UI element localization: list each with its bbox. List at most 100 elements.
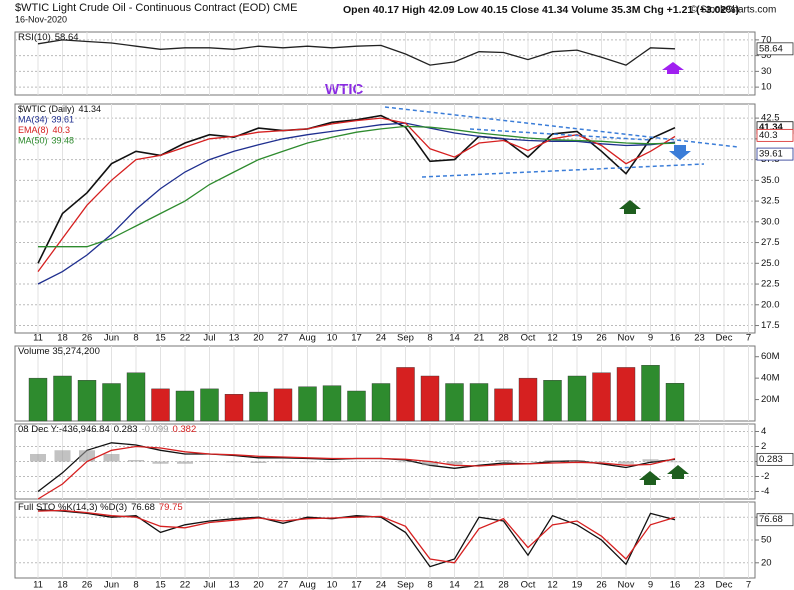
x-tick-label: 23 [694, 333, 705, 344]
x-tick-label: 26 [596, 580, 607, 590]
volume-bar [469, 383, 489, 422]
value-box-label: 41.34 [759, 122, 783, 133]
panel-frame [14, 31, 756, 96]
y-tick-label: 22.5 [761, 279, 780, 290]
histogram-bar [152, 461, 169, 464]
x-tick-label: 21 [474, 580, 485, 590]
x-tick-label: 11 [33, 333, 43, 344]
legend-entry: MA(50) 39.48 [18, 136, 74, 146]
legend-entry: EMA(8) 40.3 [18, 125, 70, 135]
trendline [421, 163, 705, 178]
panel-frame [14, 103, 756, 334]
volume-bar [249, 391, 268, 422]
volume-bar [322, 385, 342, 422]
histogram-bar [103, 454, 120, 462]
value-box-label: 40.3 [759, 130, 778, 141]
y-tick-label: 10 [761, 82, 772, 93]
arrow [667, 465, 689, 479]
legend-name: MA(34) [18, 115, 48, 125]
histogram-bar [275, 461, 291, 463]
legend-entry: $WTIC (Daily) 41.34 [18, 104, 101, 114]
histogram-bar [642, 459, 659, 462]
series-line [37, 445, 676, 500]
panel-value: -0.099 [142, 424, 169, 435]
panel-value: 76.68 [131, 502, 155, 513]
volume-bar [347, 390, 366, 422]
series-line [37, 114, 676, 264]
volume-bar [371, 383, 391, 422]
y-tick-label: 50 [761, 50, 772, 61]
volume-bar [543, 380, 562, 422]
value-box [756, 513, 794, 527]
x-tick-label: Oct [521, 580, 536, 590]
histogram-bar [569, 460, 585, 462]
x-tick-label: 9 [648, 580, 653, 590]
x-tick-label: Aug [299, 580, 316, 590]
date: 16-Nov-2020 [15, 14, 67, 24]
volume-bar [665, 383, 685, 422]
y-tick-label: 42.5 [761, 113, 780, 124]
y-tick-label: 27.5 [761, 237, 780, 248]
histogram-bar [250, 461, 267, 463]
y-tick-label: 20 [761, 557, 772, 568]
x-tick-label: 14 [449, 580, 460, 590]
y-tick-label: 20M [761, 394, 780, 405]
volume-bar [518, 377, 538, 422]
x-tick-label: 15 [155, 580, 166, 590]
x-tick-label: 8 [427, 580, 432, 590]
legend-value: 39.48 [52, 136, 75, 146]
x-tick-label: 7 [746, 580, 751, 590]
y-tick-label: 25.0 [761, 258, 780, 269]
histogram-bar [618, 461, 634, 464]
value-box-label: 58.64 [759, 43, 783, 54]
histogram-bar [30, 454, 46, 462]
volume-bar [641, 365, 660, 422]
y-tick-label: 17.5 [761, 320, 780, 331]
histogram-bar [593, 461, 610, 463]
value-box-label: 0.283 [759, 454, 783, 465]
series-line [37, 39, 676, 66]
x-tick-label: 13 [229, 580, 240, 590]
value-box [756, 147, 794, 161]
x-tick-label: 11 [33, 580, 43, 590]
legend-value: 40.3 [53, 125, 71, 135]
volume-bar [298, 386, 317, 422]
histogram-bar [201, 461, 218, 462]
panel-title-text: RSI(10) [18, 32, 51, 43]
x-tick-label: 12 [547, 333, 558, 344]
x-tick-label: Aug [299, 333, 316, 344]
volume-bar [273, 388, 293, 422]
panel-value: 79.75 [159, 502, 183, 513]
x-tick-label: 22 [180, 333, 191, 344]
histogram-bar [422, 461, 438, 466]
x-tick-label: 28 [498, 333, 509, 344]
series-line [37, 122, 676, 285]
arrow [669, 145, 691, 160]
x-tick-label: 8 [427, 333, 432, 344]
x-tick-label: Jun [104, 580, 119, 590]
panel-title-text: 08 Dec Y:-436,946.84 [18, 424, 110, 435]
volume-bar [77, 380, 97, 422]
histogram-bar [348, 461, 365, 462]
value-box-label: 76.68 [759, 514, 783, 525]
value-box [756, 452, 794, 466]
histogram-bar [79, 450, 95, 462]
arrow [619, 200, 641, 214]
x-tick-label: 12 [547, 580, 558, 590]
chart-title: $WTIC Light Crude Oil - Continuous Contr… [15, 2, 297, 14]
y-tick-label: -2 [761, 471, 769, 482]
panel-title: RSI(10) 58.64 [18, 32, 79, 43]
x-tick-label: 19 [572, 580, 583, 590]
x-tick-label: 26 [82, 333, 93, 344]
y-tick-label: 35.0 [761, 175, 780, 186]
x-tick-label: 10 [327, 580, 338, 590]
legend-entry: MA(34) 39.61 [18, 115, 74, 125]
legend-name: $WTIC (Daily) [18, 104, 75, 114]
volume-bar [445, 383, 464, 422]
x-tick-label: 10 [327, 333, 338, 344]
histogram-bar [226, 461, 242, 463]
y-tick-label: 30.0 [761, 216, 780, 227]
histogram-bar [495, 460, 512, 462]
y-tick-label: 30 [761, 66, 772, 77]
histogram-bar [373, 461, 389, 462]
